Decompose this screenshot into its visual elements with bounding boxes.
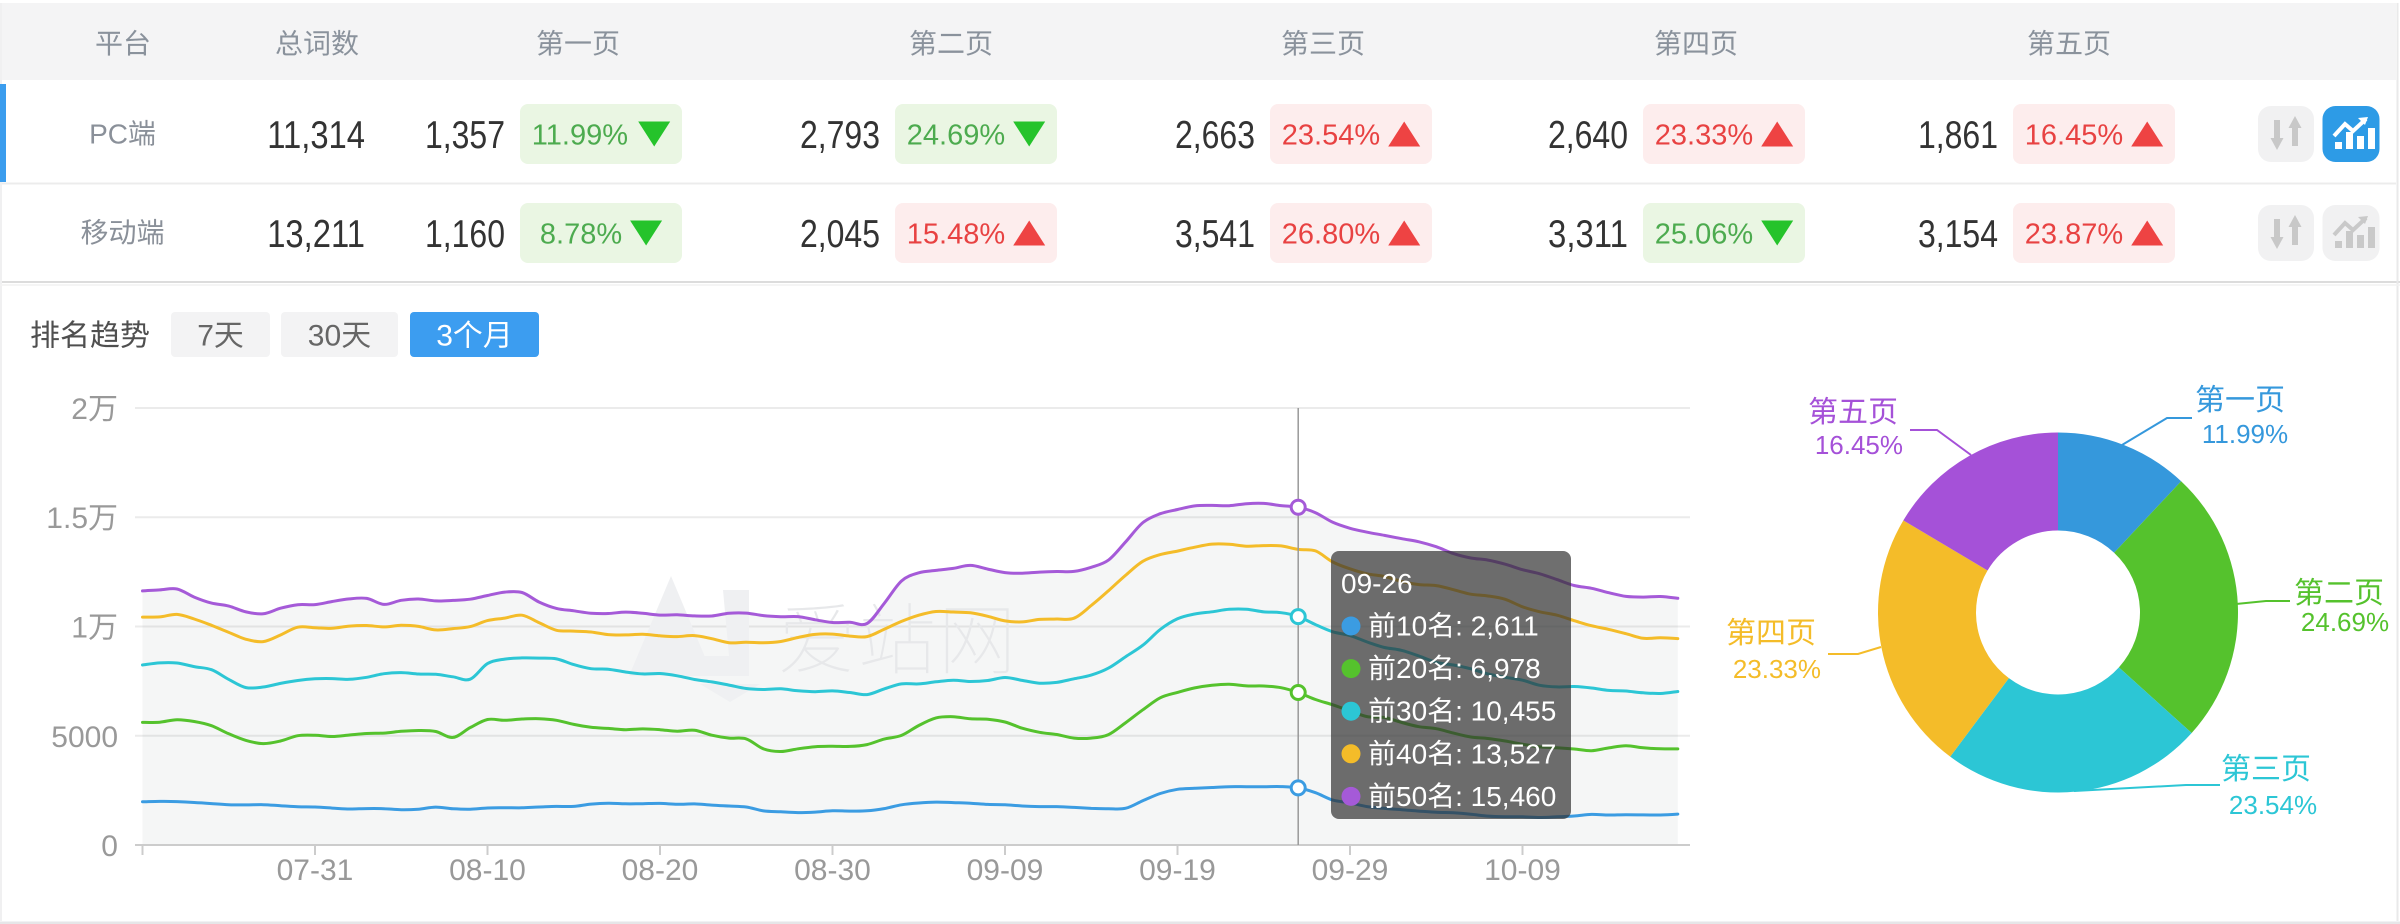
- svg-text:3,541: 3,541: [1175, 213, 1255, 256]
- svg-text:1,357: 1,357: [425, 114, 505, 157]
- svg-text:23.33%: 23.33%: [1733, 654, 1821, 684]
- svg-text:2: 2: [71, 393, 88, 426]
- svg-text:16.45%: 16.45%: [1815, 430, 1903, 460]
- svg-text:: 6,978: : 6,978: [1455, 653, 1541, 684]
- svg-text:3,311: 3,311: [1548, 213, 1628, 256]
- svg-text:1: 1: [71, 612, 88, 645]
- svg-text:08-30: 08-30: [794, 854, 871, 887]
- svg-text:23.54%: 23.54%: [2229, 790, 2317, 820]
- svg-text:16.45%: 16.45%: [2025, 120, 2123, 152]
- svg-text:24.69%: 24.69%: [2301, 607, 2389, 637]
- svg-text:09-19: 09-19: [1139, 854, 1216, 887]
- svg-text:15.48%: 15.48%: [907, 219, 1005, 251]
- svg-text:13,211: 13,211: [267, 213, 365, 256]
- svg-text:30: 30: [308, 320, 341, 353]
- svg-text:23.54%: 23.54%: [1282, 120, 1380, 152]
- svg-text:25.06%: 25.06%: [1655, 219, 1753, 251]
- svg-text:09-09: 09-09: [967, 854, 1044, 887]
- svg-text:1,861: 1,861: [1918, 114, 1998, 157]
- svg-text:8.78%: 8.78%: [540, 219, 622, 251]
- svg-text:11.99%: 11.99%: [532, 120, 628, 152]
- svg-text:: 10,455: : 10,455: [1455, 696, 1556, 727]
- svg-text:09-26: 09-26: [1341, 568, 1413, 599]
- svg-text:08-20: 08-20: [622, 854, 699, 887]
- svg-text:11,314: 11,314: [267, 114, 365, 157]
- svg-text:3: 3: [436, 320, 453, 353]
- svg-text:2,793: 2,793: [800, 114, 880, 157]
- svg-text:07-31: 07-31: [277, 854, 354, 887]
- svg-text:20: 20: [1396, 653, 1427, 684]
- svg-text:3,154: 3,154: [1918, 213, 1998, 256]
- svg-text:23.87%: 23.87%: [2025, 219, 2123, 251]
- svg-text:23.33%: 23.33%: [1655, 120, 1753, 152]
- svg-text:: 13,527: : 13,527: [1455, 738, 1556, 769]
- svg-text:11.99%: 11.99%: [2202, 419, 2288, 449]
- svg-text:1,160: 1,160: [425, 213, 505, 256]
- svg-text:7: 7: [197, 320, 214, 353]
- svg-text:50: 50: [1396, 781, 1427, 812]
- svg-text:2,663: 2,663: [1175, 114, 1255, 157]
- svg-text:10-09: 10-09: [1484, 854, 1561, 887]
- svg-text:08-10: 08-10: [449, 854, 526, 887]
- svg-text:26.80%: 26.80%: [1282, 219, 1380, 251]
- svg-text:2,640: 2,640: [1548, 114, 1628, 157]
- svg-text:0: 0: [101, 830, 118, 863]
- svg-text:24.69%: 24.69%: [907, 120, 1005, 152]
- svg-text:1.5: 1.5: [46, 502, 88, 535]
- svg-text:: 2,611: : 2,611: [1455, 611, 1539, 642]
- svg-text:PC: PC: [89, 118, 128, 149]
- svg-text:5000: 5000: [51, 721, 118, 754]
- svg-text:: 15,460: : 15,460: [1455, 781, 1556, 812]
- svg-text:2,045: 2,045: [800, 213, 880, 256]
- svg-text:30: 30: [1396, 696, 1427, 727]
- svg-text:09-29: 09-29: [1312, 854, 1389, 887]
- svg-text:40: 40: [1396, 738, 1427, 769]
- svg-text:10: 10: [1396, 611, 1427, 642]
